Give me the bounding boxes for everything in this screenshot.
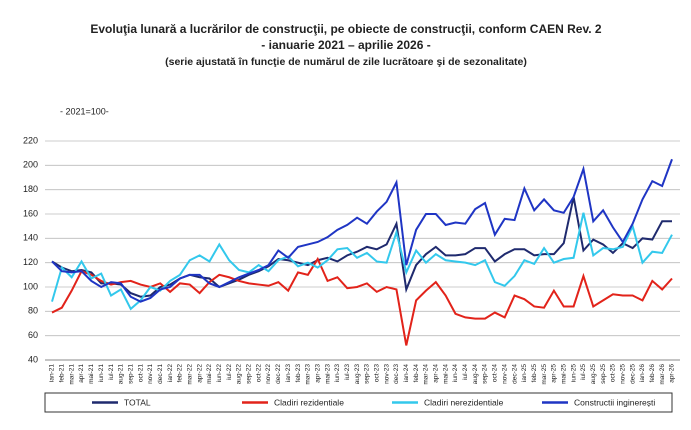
y-tick-label: 100 [23, 281, 38, 291]
y-tick-label: 40 [28, 354, 38, 364]
chart-subtitle: - ianuarie 2021 – aprilie 2026 - [261, 38, 430, 52]
legend-label: Cladiri nerezidentiale [424, 397, 504, 407]
x-tick-label: oct-25 [610, 364, 617, 382]
y-tick-label: 120 [23, 257, 38, 267]
x-tick-label: aug-24 [472, 364, 479, 385]
x-tick-label: feb-24 [413, 364, 420, 383]
x-tick-label: aug-25 [590, 364, 597, 385]
x-tick-label: iun-25 [570, 364, 577, 382]
x-tick-label: feb-26 [649, 364, 656, 383]
y-tick-label: 80 [28, 306, 38, 316]
x-tick-label: feb-23 [295, 364, 302, 383]
x-tick-label: mai-23 [324, 364, 331, 384]
x-tick-label: iul-25 [580, 364, 587, 380]
x-tick-label: aug-23 [354, 364, 361, 385]
x-tick-label: dec-23 [393, 364, 400, 384]
x-tick-label: iun-23 [334, 364, 341, 382]
x-tick-label: oct-22 [255, 364, 262, 382]
x-tick-label: mar-21 [68, 364, 75, 385]
x-tick-label: apr-21 [78, 364, 85, 383]
x-tick-label: iul-21 [108, 364, 115, 380]
y-tick-label: 180 [23, 184, 38, 194]
x-tick-label: ian-24 [403, 364, 410, 382]
x-tick-label: iul-22 [226, 364, 233, 380]
x-tick-label: dec-25 [629, 364, 636, 384]
x-tick-label: dec-22 [275, 364, 282, 384]
x-tick-label: mai-24 [442, 364, 449, 384]
x-tick-label: sep-23 [364, 364, 371, 384]
chart-note: (serie ajustată în funcţie de numărul de… [165, 56, 527, 68]
x-tick-label: mai-22 [206, 364, 213, 384]
x-tick-label: sep-21 [127, 364, 134, 384]
x-tick-label: iul-24 [462, 364, 469, 380]
y-tick-label: 200 [23, 160, 38, 170]
x-tick-label: feb-22 [177, 364, 184, 383]
series-line [51, 158, 673, 303]
legend-label: TOTAL [124, 397, 151, 407]
y-tick-label: 160 [23, 208, 38, 218]
x-tick-label: nov-22 [265, 364, 272, 384]
x-tick-label: oct-24 [492, 364, 499, 382]
x-tick-label: dec-21 [157, 364, 164, 384]
series-line [51, 256, 673, 346]
x-tick-label: feb-21 [59, 364, 66, 383]
x-tick-label: feb-25 [531, 364, 538, 383]
x-tick-label: aug-22 [236, 364, 243, 385]
series-line [51, 196, 672, 298]
x-tick-label: mar-23 [305, 364, 312, 385]
x-tick-label: apr-25 [551, 364, 558, 383]
x-tick-label: mai-25 [560, 364, 567, 384]
x-tick-label: iun-22 [216, 364, 223, 382]
x-tick-label: apr-26 [669, 364, 676, 383]
x-tick-label: ian-22 [167, 364, 174, 382]
x-tick-label: mar-24 [423, 364, 430, 385]
y-tick-label: 60 [28, 330, 38, 340]
x-tick-label: oct-21 [137, 364, 144, 382]
y-tick-label: 140 [23, 233, 38, 243]
x-tick-label: oct-23 [373, 364, 380, 382]
x-tick-label: iun-21 [98, 364, 105, 382]
chart-title: Evoluţia lunară a lucrărilor de construc… [90, 22, 602, 36]
x-tick-label: nov-21 [147, 364, 154, 384]
x-tick-label: sep-25 [600, 364, 607, 384]
x-tick-label: mai-21 [88, 364, 95, 384]
x-tick-label: mar-25 [541, 364, 548, 385]
x-tick-label: ian-21 [49, 364, 56, 382]
legend-label: Cladiri rezidentiale [274, 397, 344, 407]
x-tick-label: apr-24 [433, 364, 440, 383]
x-tick-label: apr-22 [196, 364, 203, 383]
x-tick-label: aug-21 [118, 364, 125, 385]
x-tick-label: dec-24 [511, 364, 518, 384]
x-tick-label: sep-22 [246, 364, 253, 384]
x-tick-label: mar-26 [659, 364, 666, 385]
legend-box [44, 392, 673, 413]
x-tick-label: iun-24 [452, 364, 459, 382]
x-tick-label: apr-23 [314, 364, 321, 383]
y-tick-label: 220 [23, 135, 38, 145]
x-tick-label: nov-24 [501, 364, 508, 384]
x-tick-label: mar-22 [186, 364, 193, 385]
x-tick-label: sep-24 [482, 364, 489, 384]
x-tick-label: ian-23 [285, 364, 292, 382]
y-axis-label: - 2021=100- [60, 106, 109, 116]
series-line [51, 212, 673, 311]
x-tick-label: nov-25 [620, 364, 627, 384]
x-tick-label: iul-23 [344, 364, 351, 380]
x-tick-label: ian-26 [639, 364, 646, 382]
x-tick-label: ian-25 [521, 364, 528, 382]
x-tick-label: nov-23 [383, 364, 390, 384]
legend-label: Constructii inginerești [574, 397, 655, 407]
